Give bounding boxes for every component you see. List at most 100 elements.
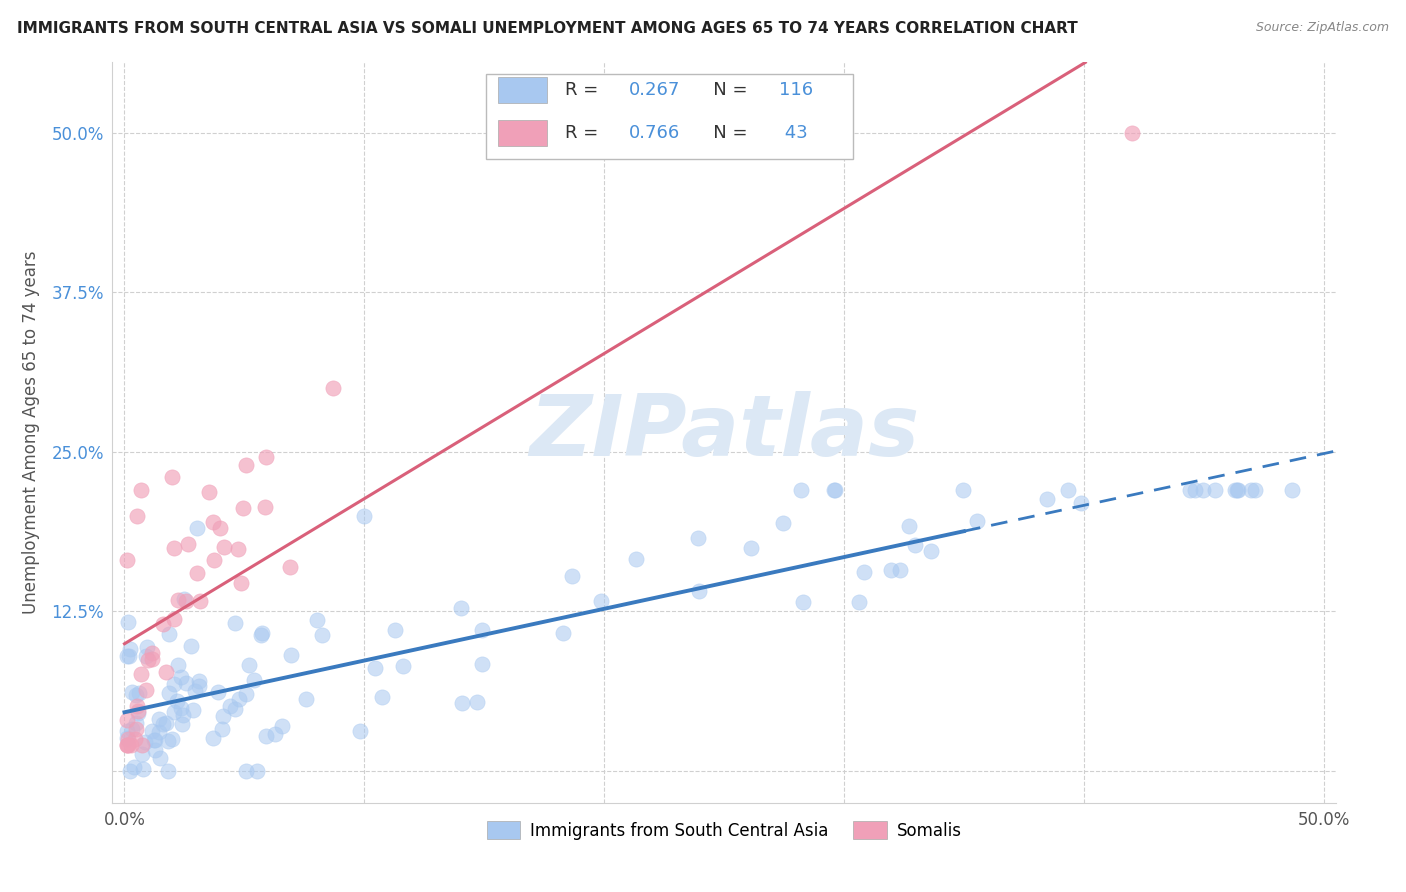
Point xyxy=(186,521,208,535)
Point xyxy=(187,674,209,689)
Point xyxy=(166,694,188,708)
Point xyxy=(848,595,870,609)
Point xyxy=(121,722,143,736)
Point xyxy=(166,658,188,673)
Point xyxy=(135,649,157,664)
Point xyxy=(1244,483,1267,497)
Point xyxy=(264,727,287,741)
Point xyxy=(121,685,143,699)
Point xyxy=(125,688,148,702)
Point xyxy=(1204,483,1226,497)
Point xyxy=(190,594,212,608)
Point xyxy=(920,543,942,558)
Point xyxy=(626,551,648,566)
Point xyxy=(120,739,142,753)
Point xyxy=(166,593,188,607)
Point xyxy=(115,648,138,663)
Point xyxy=(307,613,329,627)
Text: N =: N = xyxy=(696,124,754,142)
Point xyxy=(740,541,762,555)
Point xyxy=(117,615,139,629)
Point xyxy=(824,483,846,497)
Text: R =: R = xyxy=(565,81,605,99)
Y-axis label: Unemployment Among Ages 65 to 74 years: Unemployment Among Ages 65 to 74 years xyxy=(22,251,41,615)
Point xyxy=(249,628,271,642)
Point xyxy=(174,594,197,608)
Point xyxy=(152,717,174,731)
Point xyxy=(271,719,294,733)
Text: Source: ZipAtlas.com: Source: ZipAtlas.com xyxy=(1256,21,1389,35)
Point xyxy=(353,508,375,523)
Point xyxy=(391,659,413,673)
Point xyxy=(211,722,233,736)
Point xyxy=(115,739,138,753)
Point xyxy=(1036,491,1059,506)
Point xyxy=(187,679,209,693)
Point xyxy=(450,696,472,710)
Point xyxy=(904,538,927,552)
Point xyxy=(163,677,186,691)
Point xyxy=(181,703,204,717)
Point xyxy=(173,708,195,723)
Point xyxy=(209,521,232,535)
Point xyxy=(772,516,794,530)
Point xyxy=(1226,483,1249,497)
Point xyxy=(135,682,157,697)
Point xyxy=(364,661,387,675)
Point xyxy=(124,732,146,747)
Point xyxy=(157,686,180,700)
Point xyxy=(224,702,246,716)
Point xyxy=(157,627,180,641)
Point xyxy=(1239,483,1261,497)
Point xyxy=(198,484,221,499)
Point xyxy=(127,704,149,718)
Point xyxy=(238,658,260,673)
Point xyxy=(254,450,277,465)
Point xyxy=(186,566,208,580)
Point xyxy=(148,750,170,764)
Point xyxy=(1227,483,1250,497)
Text: R =: R = xyxy=(565,124,605,142)
Point xyxy=(141,652,163,666)
Point xyxy=(1178,483,1201,497)
Point xyxy=(243,673,266,688)
Point xyxy=(294,691,316,706)
FancyBboxPatch shape xyxy=(498,120,547,146)
Point xyxy=(688,531,710,545)
Point xyxy=(132,762,155,776)
Point xyxy=(117,732,139,747)
Point xyxy=(177,537,200,551)
Point xyxy=(371,690,394,704)
Point xyxy=(246,764,269,778)
Point xyxy=(465,696,488,710)
Point xyxy=(129,483,152,497)
Point xyxy=(250,626,273,640)
Point xyxy=(148,725,170,739)
Point xyxy=(125,722,148,736)
Text: IMMIGRANTS FROM SOUTH CENTRAL ASIA VS SOMALI UNEMPLOYMENT AMONG AGES 65 TO 74 YE: IMMIGRANTS FROM SOUTH CENTRAL ASIA VS SO… xyxy=(17,21,1077,37)
Point xyxy=(125,508,148,523)
Point xyxy=(202,553,225,567)
Point xyxy=(471,623,494,637)
Legend: Immigrants from South Central Asia, Somalis: Immigrants from South Central Asia, Soma… xyxy=(479,814,969,847)
Point xyxy=(235,687,257,701)
Point xyxy=(124,715,146,730)
Point xyxy=(172,717,194,731)
Point xyxy=(212,708,235,723)
Point xyxy=(1056,483,1078,497)
Point xyxy=(141,723,163,738)
Point xyxy=(228,691,250,706)
Point xyxy=(163,541,186,555)
Point xyxy=(174,675,197,690)
Point xyxy=(384,623,406,637)
Point xyxy=(553,625,575,640)
Point xyxy=(163,705,186,719)
Point xyxy=(450,600,472,615)
Text: N =: N = xyxy=(696,81,754,99)
Point xyxy=(155,716,177,731)
Point xyxy=(155,665,177,680)
Point xyxy=(952,483,974,497)
Point xyxy=(143,743,166,757)
Point xyxy=(148,712,170,726)
Point xyxy=(1121,126,1143,140)
